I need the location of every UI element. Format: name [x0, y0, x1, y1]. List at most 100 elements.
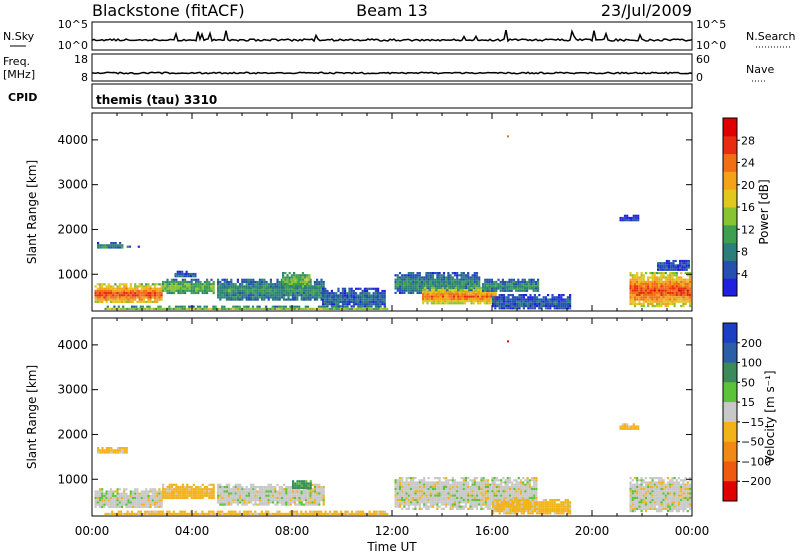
data-cell: [439, 291, 442, 294]
colorbar-tick-label: 12: [741, 223, 755, 236]
data-cell: [113, 512, 116, 515]
data-cell: [478, 488, 481, 491]
data-cell: [538, 305, 541, 308]
data-cell: [560, 300, 563, 303]
data-cell: [449, 483, 452, 486]
data-cell: [135, 305, 138, 308]
data-cell: [462, 272, 465, 275]
data-cell: [405, 274, 408, 277]
data-cell: [250, 492, 253, 495]
data-cell: [236, 496, 239, 500]
data-cell: [175, 285, 178, 288]
data-cell: [474, 289, 477, 292]
data-cell: [535, 496, 538, 499]
data-cell: [272, 291, 275, 295]
data-cell: [297, 278, 300, 281]
data-cell: [136, 499, 139, 502]
data-cell: [466, 291, 469, 294]
data-cell: [517, 488, 520, 491]
data-cell: [409, 285, 413, 288]
data-cell: [305, 480, 308, 483]
data-cell: [296, 484, 299, 487]
data-cell: [116, 296, 119, 299]
data-cell: [114, 499, 117, 502]
data-cell: [423, 477, 426, 480]
data-cell: [686, 274, 689, 277]
data-cell: [232, 494, 235, 497]
data-cell: [123, 283, 126, 286]
data-cell: [525, 305, 528, 308]
data-cell: [449, 280, 452, 283]
data-cell: [168, 305, 171, 308]
data-cell: [234, 501, 237, 504]
data-cell: [147, 494, 150, 497]
data-cell: [429, 499, 432, 502]
data-cell: [156, 287, 159, 290]
data-cell: [505, 501, 508, 504]
data-cell: [350, 292, 353, 295]
data-cell: [219, 289, 222, 292]
data-cell: [467, 507, 470, 510]
data-cell: [161, 510, 164, 513]
data-cell: [472, 289, 475, 292]
data-cell: [449, 505, 452, 508]
data-cell: [394, 283, 397, 286]
data-cell: [536, 296, 539, 299]
data-cell: [638, 296, 641, 299]
data-cell: [526, 283, 529, 286]
data-cell: [398, 280, 402, 283]
data-cell: [673, 298, 676, 301]
data-cell: [221, 296, 224, 299]
data-cell: [140, 298, 143, 301]
data-cell: [230, 285, 233, 288]
data-cell: [287, 294, 290, 297]
data-cell: [116, 488, 119, 491]
data-cell: [426, 289, 429, 292]
data-cell: [123, 298, 126, 301]
data-cell: [186, 490, 189, 493]
data-cell: [445, 492, 448, 495]
data-cell: [683, 264, 686, 267]
data-cell: [467, 485, 470, 488]
data-cell: [469, 501, 472, 504]
data-cell: [282, 278, 285, 281]
data-cell: [322, 289, 325, 293]
data-cell: [117, 510, 120, 513]
data-cell: [131, 298, 135, 301]
data-cell: [662, 300, 665, 303]
data-cell: [469, 488, 472, 491]
data-cell: [398, 479, 402, 482]
data-cell: [139, 512, 142, 515]
data-cell: [401, 276, 404, 279]
data-cell: [94, 300, 97, 303]
data-cell: [274, 296, 277, 299]
data-cell: [232, 294, 235, 297]
data-cell: [282, 276, 285, 279]
data-cell: [403, 289, 406, 292]
data-cell: [682, 294, 685, 297]
data-cell: [516, 503, 519, 506]
data-cell: [234, 294, 237, 297]
data-cell: [553, 305, 556, 308]
data-cell: [298, 494, 301, 497]
data-cell: [335, 305, 338, 308]
data-cell: [218, 307, 222, 310]
data-cell: [184, 285, 187, 288]
data-cell: [302, 289, 305, 292]
data-cell: [276, 307, 279, 310]
data-cell: [401, 285, 404, 288]
data-cell: [370, 300, 373, 304]
data-cell: [153, 497, 157, 500]
data-cell: [422, 300, 425, 303]
data-cell: [623, 214, 627, 217]
data-cell: [440, 501, 443, 504]
data-cell: [436, 490, 439, 493]
data-cell: [190, 283, 193, 286]
data-cell: [250, 285, 253, 288]
data-cell: [324, 287, 327, 290]
data-cell: [666, 280, 670, 283]
data-cell: [179, 496, 182, 500]
data-cell: [368, 300, 371, 304]
data-cell: [409, 481, 413, 484]
data-cell: [621, 216, 624, 220]
